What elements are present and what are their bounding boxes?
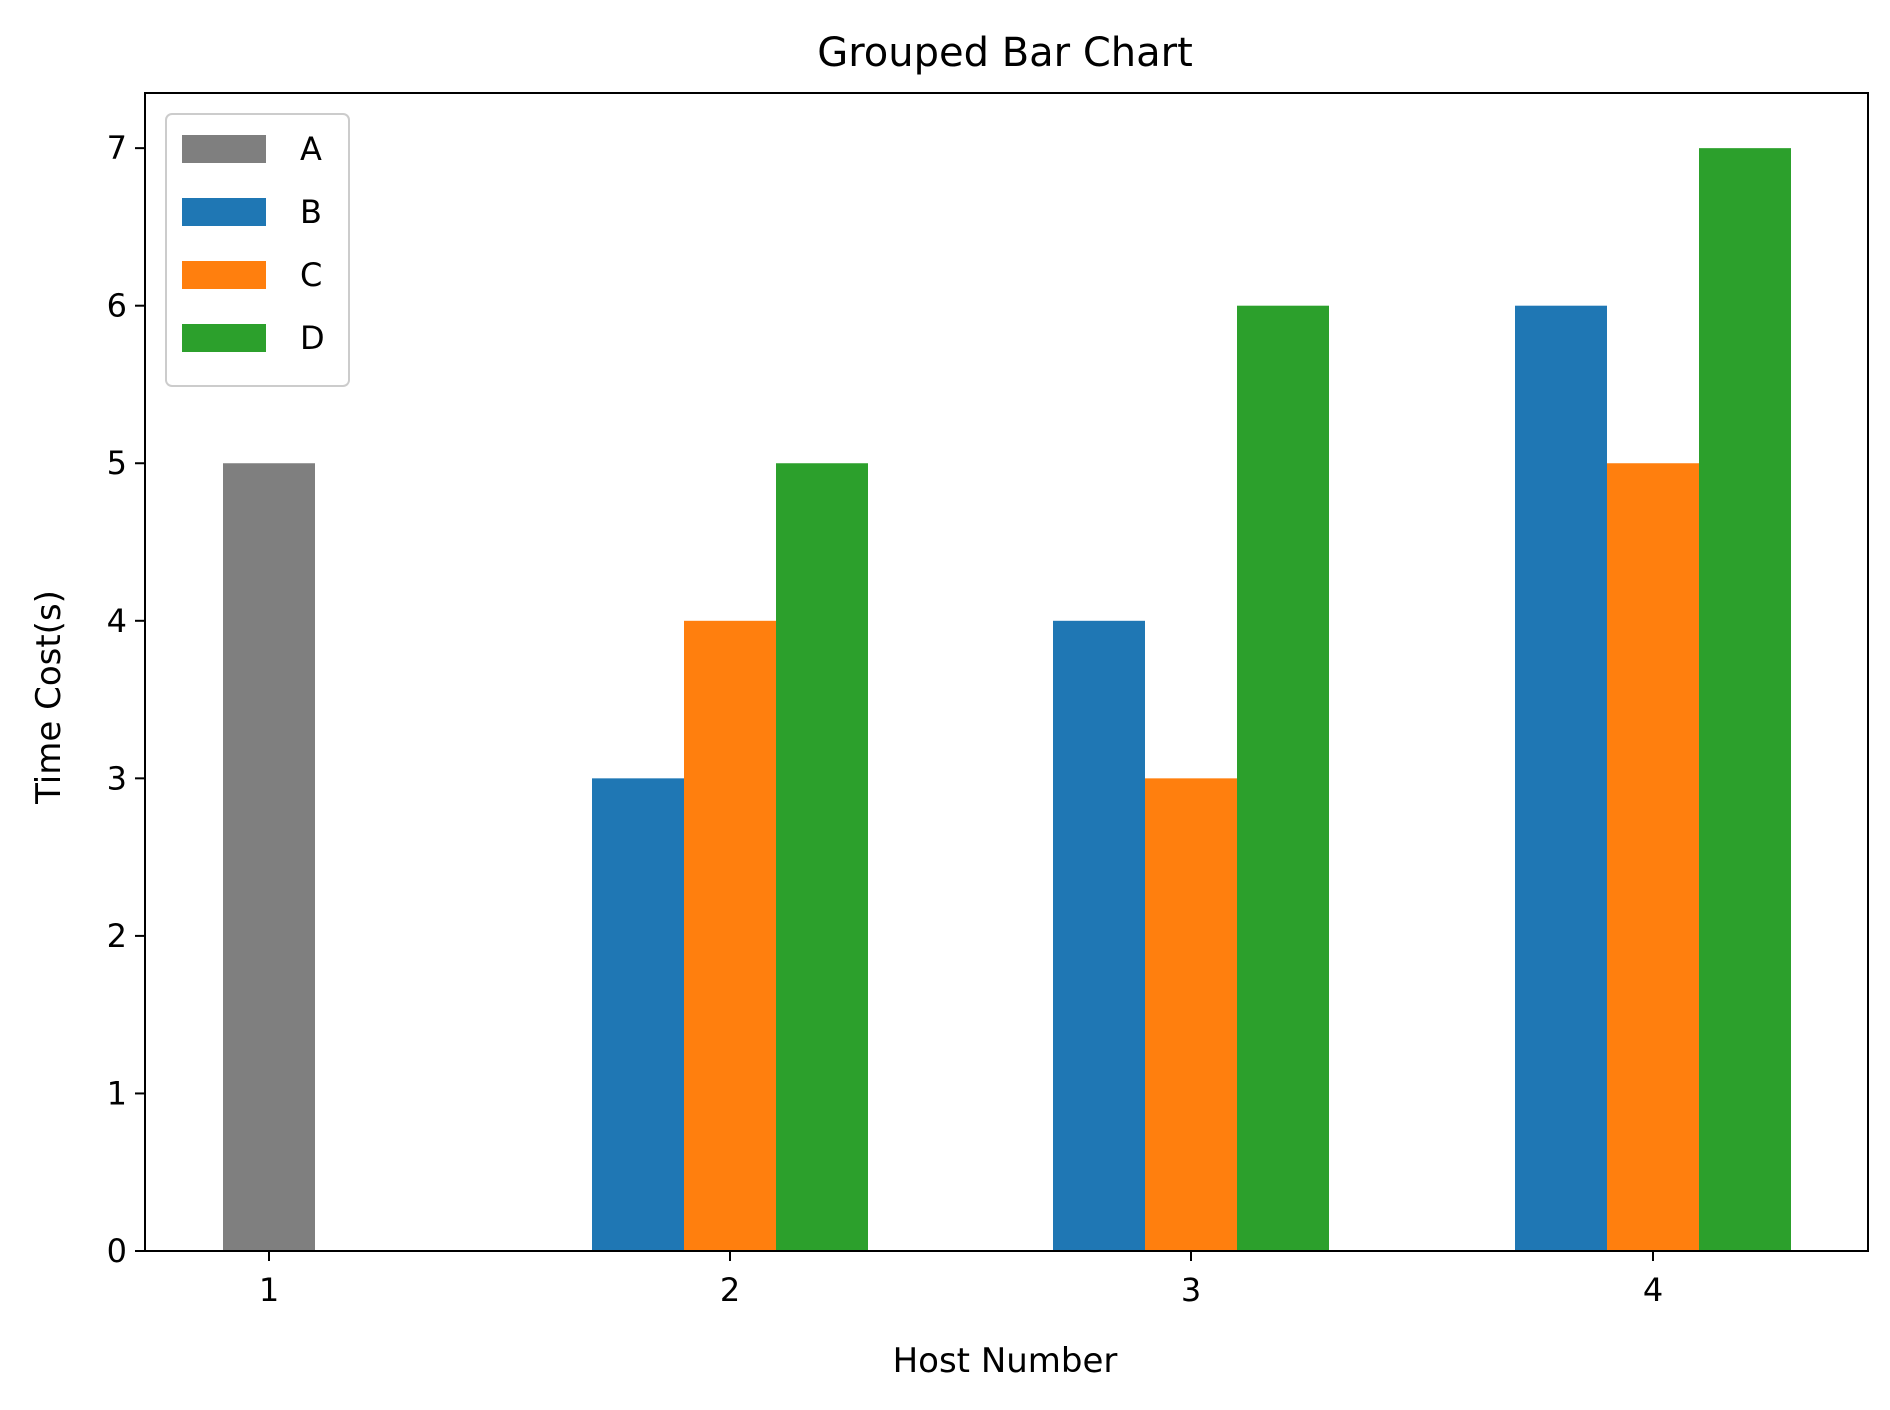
y-tick-label-4: 4	[107, 602, 127, 640]
x-tick-label-3: 3	[1181, 1271, 1201, 1309]
legend-label-D: D	[300, 319, 325, 357]
bar-C-host-4	[1607, 463, 1699, 1252]
x-axis-title: Host Number	[893, 1341, 1118, 1381]
bar-C-host-3	[1145, 778, 1237, 1251]
y-tick-label-7: 7	[107, 129, 127, 167]
bar-B-host-2	[592, 778, 684, 1251]
bar-D-host-2	[776, 463, 868, 1252]
bar-A-host-1	[223, 463, 315, 1252]
y-tick-label-6: 6	[107, 287, 127, 325]
bar-D-host-3	[1237, 305, 1329, 1252]
x-tick-label-2: 2	[720, 1271, 740, 1309]
plot-frame	[144, 92, 1869, 1252]
chart-title: Grouped Bar Chart	[817, 30, 1193, 76]
y-tick-label-3: 3	[107, 759, 127, 797]
legend-label-C: C	[300, 256, 322, 294]
legend-swatch-B	[182, 198, 266, 226]
bar-C-host-2	[684, 620, 776, 1251]
y-tick-label-1: 1	[107, 1074, 127, 1112]
bar-B-host-4	[1515, 305, 1607, 1252]
bar-B-host-3	[1053, 620, 1145, 1251]
legend-swatch-C	[182, 261, 266, 289]
legend-label-A: A	[300, 130, 322, 168]
y-axis-title: Time Cost(s)	[29, 590, 69, 805]
axes-layer: 0 1 2 3 4 5 6 7 1 2 3 4	[107, 92, 1869, 1309]
bars-layer	[223, 148, 1791, 1252]
legend-label-B: B	[300, 193, 322, 231]
legend-swatch-D	[182, 324, 266, 352]
legend-swatch-A	[182, 135, 266, 163]
y-tick-label-0: 0	[107, 1232, 127, 1270]
x-tick-label-1: 1	[259, 1271, 279, 1309]
y-tick-label-5: 5	[107, 444, 127, 482]
legend-frame	[165, 113, 350, 387]
bar-D-host-4	[1699, 148, 1791, 1252]
y-tick-label-2: 2	[107, 917, 127, 955]
x-tick-label-4: 4	[1643, 1271, 1663, 1309]
